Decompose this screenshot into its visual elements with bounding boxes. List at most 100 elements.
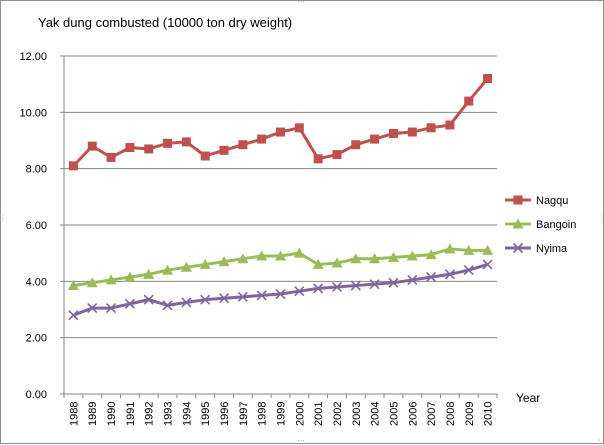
data-point[interactable] <box>218 293 230 304</box>
data-point[interactable] <box>483 74 493 84</box>
legend-item-nagqu[interactable]: Nagqu <box>505 195 568 207</box>
data-point[interactable] <box>426 123 436 133</box>
data-point[interactable] <box>87 303 98 314</box>
data-point[interactable] <box>444 269 456 280</box>
resize-handle-right[interactable]: ⋮ <box>598 214 604 223</box>
data-point[interactable] <box>369 279 380 290</box>
data-point[interactable] <box>463 265 474 276</box>
data-point[interactable] <box>387 251 399 262</box>
data-point[interactable] <box>219 145 229 155</box>
data-point[interactable] <box>512 218 524 229</box>
series-nagqu <box>68 74 493 171</box>
data-point[interactable] <box>369 253 381 264</box>
data-point[interactable] <box>86 277 98 288</box>
data-point[interactable] <box>256 250 268 261</box>
data-point[interactable] <box>163 138 173 148</box>
legend-label: Nyima <box>536 243 568 255</box>
data-point[interactable] <box>350 280 361 291</box>
resize-handle-top-right[interactable]: ⋅ <box>598 0 601 6</box>
data-point[interactable] <box>464 96 474 106</box>
data-point[interactable] <box>199 258 211 269</box>
data-point[interactable] <box>388 277 399 288</box>
resize-handle-bottom[interactable]: ⋯ <box>297 436 305 445</box>
data-point[interactable] <box>512 242 524 254</box>
data-point[interactable] <box>463 244 475 255</box>
data-point[interactable] <box>181 137 191 147</box>
data-point[interactable] <box>200 294 211 305</box>
data-point[interactable] <box>350 253 362 264</box>
data-point[interactable] <box>143 268 155 279</box>
x-axis-label: Year <box>516 391 540 405</box>
data-point[interactable] <box>275 288 286 300</box>
data-point-stroke <box>407 274 418 285</box>
resize-handle-top-left[interactable]: ⋅ <box>0 0 2 6</box>
data-point[interactable] <box>482 244 494 255</box>
data-point[interactable] <box>406 250 418 261</box>
data-point[interactable] <box>87 141 97 151</box>
data-point[interactable] <box>144 144 154 154</box>
data-point[interactable] <box>162 264 174 275</box>
x-tick-label: 2007 <box>426 402 438 426</box>
data-point[interactable] <box>425 249 437 260</box>
gridlines <box>60 55 497 395</box>
data-point[interactable] <box>105 303 117 314</box>
data-point-stroke <box>350 280 361 291</box>
data-point[interactable] <box>351 140 361 150</box>
data-point[interactable] <box>238 140 248 150</box>
data-point[interactable] <box>312 258 324 269</box>
data-point[interactable] <box>513 195 523 205</box>
data-point[interactable] <box>332 150 342 160</box>
x-tick-label: 1999 <box>276 402 288 426</box>
data-point[interactable] <box>293 247 305 258</box>
data-point[interactable] <box>276 127 285 137</box>
data-point[interactable] <box>237 291 248 302</box>
data-point[interactable] <box>105 274 117 285</box>
data-point[interactable] <box>180 261 192 272</box>
data-point[interactable] <box>256 290 267 301</box>
data-point-stroke <box>200 294 211 305</box>
legend-item-bangoin[interactable]: Bangoin <box>505 218 576 232</box>
data-point[interactable] <box>444 243 456 254</box>
data-point[interactable] <box>294 286 305 297</box>
data-point-stroke <box>313 283 324 294</box>
data-point[interactable] <box>200 151 210 161</box>
data-point[interactable] <box>257 134 267 144</box>
data-point[interactable] <box>124 271 136 282</box>
x-tick-label: 2002 <box>332 402 344 426</box>
data-point[interactable] <box>275 250 286 261</box>
data-point[interactable] <box>181 297 192 308</box>
x-tick-label: 1992 <box>144 402 156 426</box>
data-point[interactable] <box>482 259 493 270</box>
resize-handle-top[interactable]: ⋯ <box>297 0 305 6</box>
data-point[interactable] <box>68 310 79 321</box>
resize-handle-bottom-left[interactable]: ⋅ <box>0 436 2 445</box>
data-point[interactable] <box>143 294 154 305</box>
x-tick-label: 2000 <box>294 402 306 426</box>
data-point[interactable] <box>106 152 116 162</box>
data-point[interactable] <box>68 161 78 171</box>
data-point[interactable] <box>388 128 398 138</box>
data-point[interactable] <box>407 127 417 137</box>
data-point[interactable] <box>445 120 455 130</box>
data-point[interactable] <box>67 280 79 291</box>
data-point[interactable] <box>426 272 437 283</box>
resize-handle-bottom-right[interactable]: ⋅ <box>598 436 601 445</box>
data-point[interactable] <box>237 253 249 264</box>
data-point[interactable] <box>370 134 380 144</box>
data-point[interactable] <box>313 283 324 294</box>
data-point[interactable] <box>313 154 323 164</box>
legend[interactable]: Nagqu Bangoin Nyima <box>505 195 576 255</box>
data-point[interactable] <box>125 143 135 153</box>
data-point[interactable] <box>331 257 343 268</box>
legend-item-nyima[interactable]: Nyima <box>505 242 568 255</box>
y-tick-label: 8.00 <box>26 164 47 176</box>
data-point[interactable] <box>124 298 135 309</box>
data-point[interactable] <box>294 123 304 133</box>
data-point[interactable] <box>218 256 230 267</box>
resize-handle-left[interactable]: ⋮ <box>0 214 7 223</box>
legend-label: Bangoin <box>536 219 576 231</box>
data-point[interactable] <box>407 274 418 285</box>
data-point[interactable] <box>331 281 343 293</box>
data-point[interactable] <box>162 300 173 311</box>
